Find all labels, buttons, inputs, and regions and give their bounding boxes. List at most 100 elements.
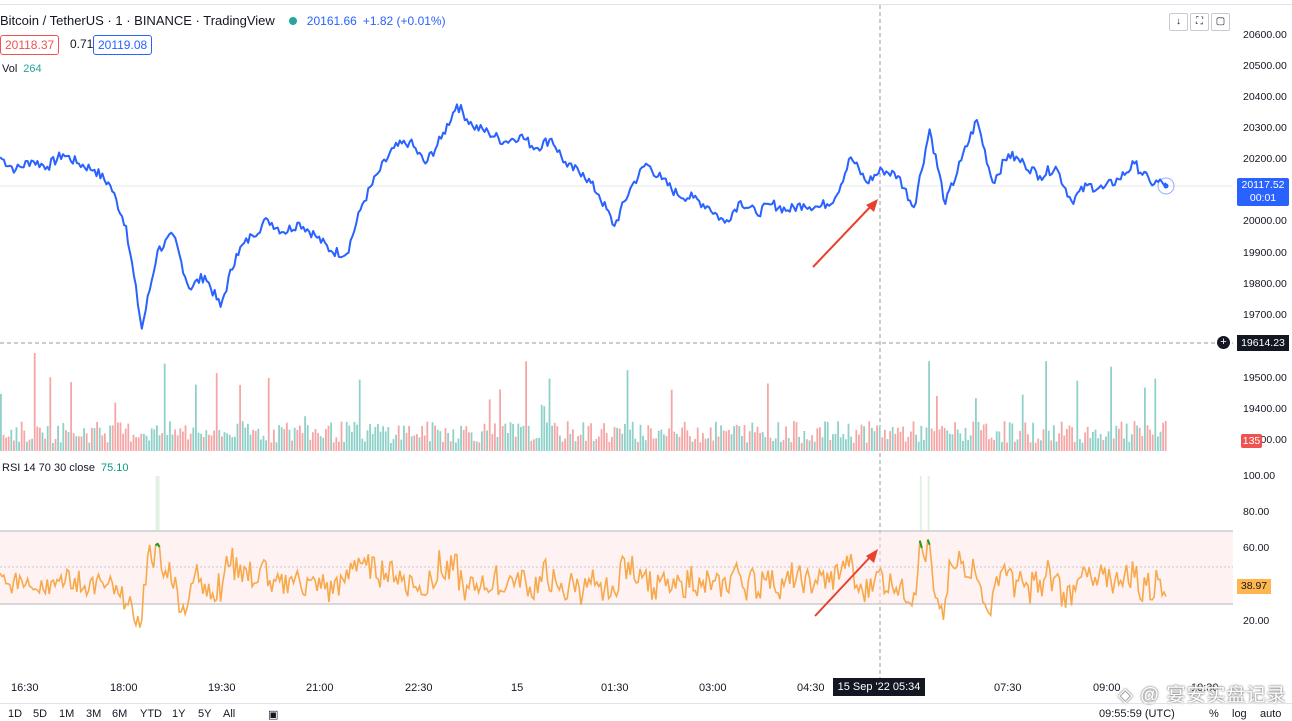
volume-bar	[543, 406, 546, 451]
volume-bar	[426, 421, 429, 451]
market-open-icon	[288, 16, 297, 25]
volume-bar	[1092, 431, 1094, 451]
volume-bar	[338, 441, 340, 451]
auto-toggle[interactable]: auto	[1260, 708, 1282, 720]
range-ytd-button[interactable]: YTD	[140, 708, 162, 720]
volume-bar	[387, 427, 390, 451]
volume-bar	[1045, 361, 1047, 451]
volume-bar	[262, 435, 265, 451]
volume-bar	[106, 442, 109, 451]
volume-bar	[738, 426, 741, 451]
download-icon[interactable]: ↓	[1169, 13, 1188, 31]
volume-bar	[982, 424, 985, 451]
volume-bar	[1053, 425, 1055, 451]
volume-bar	[1063, 435, 1066, 451]
add-alert-icon[interactable]: +	[1217, 336, 1230, 349]
volume-bar	[431, 422, 434, 451]
volume-bar	[798, 436, 800, 451]
volume-bar	[1027, 434, 1029, 451]
volume-bar	[579, 434, 582, 451]
range-6m-button[interactable]: 6M	[112, 708, 128, 720]
volume-bar	[561, 441, 564, 451]
volume-bar	[941, 426, 943, 451]
volume-bar	[803, 431, 806, 451]
volume-bar	[553, 422, 556, 451]
range-3m-button[interactable]: 3M	[86, 708, 102, 720]
volume-bar	[741, 435, 743, 451]
buy-price-button[interactable]: 20119.08	[93, 35, 153, 55]
volume-bar	[678, 436, 681, 451]
volume-bar	[790, 442, 793, 451]
volume-bar	[91, 427, 93, 451]
price-tick: 19500.00	[1243, 372, 1287, 384]
volume-bar	[704, 438, 707, 451]
volume-bar	[31, 438, 33, 451]
window-icon[interactable]: ▢	[1211, 13, 1230, 31]
utc-clock[interactable]: 09:55:59 (UTC)	[1099, 708, 1175, 720]
volume-bar	[213, 430, 215, 451]
volume-bar	[122, 433, 124, 451]
volume-bar	[748, 431, 751, 451]
volume-bar	[829, 440, 832, 451]
volume-bar	[1050, 440, 1053, 451]
volume-bar	[655, 438, 657, 451]
percent-toggle[interactable]: %	[1209, 708, 1219, 720]
volume-bar	[496, 437, 499, 451]
volume-tag: 135	[1241, 434, 1262, 448]
volume-bar	[878, 427, 881, 451]
volume-bar	[473, 440, 475, 451]
rsi-overbought-segment	[156, 543, 161, 548]
volume-bar	[696, 427, 699, 451]
volume-bar	[850, 436, 852, 451]
volume-bar	[860, 424, 863, 451]
volume-bar	[912, 421, 915, 451]
rsi-extreme-segments	[154, 539, 931, 549]
range-all-button[interactable]: All	[223, 708, 236, 720]
volume-bar	[538, 437, 540, 451]
volume-bar	[722, 430, 725, 451]
range-1m-button[interactable]: 1M	[59, 708, 75, 720]
volume-bar	[1133, 421, 1136, 451]
volume-legend: Vol 264	[2, 63, 42, 75]
price-line	[0, 103, 1167, 330]
volume-bar	[75, 436, 78, 451]
volume-bar	[673, 431, 676, 451]
range-5d-button[interactable]: 5D	[33, 708, 48, 720]
rsi-current-tag: 38.97	[1237, 579, 1271, 594]
volume-bar	[299, 425, 301, 451]
volume-bar	[197, 432, 200, 451]
log-toggle[interactable]: log	[1232, 708, 1247, 720]
volume-bar	[356, 424, 358, 451]
fullscreen-icon[interactable]: ⛶	[1190, 13, 1209, 31]
volume-bar	[949, 433, 951, 451]
volume-bar	[340, 421, 343, 451]
volume-bar	[327, 425, 330, 451]
volume-bar	[930, 428, 933, 451]
range-5y-button[interactable]: 5Y	[198, 708, 212, 720]
volume-bar	[405, 432, 408, 451]
volume-bar	[715, 421, 717, 451]
volume-bar	[59, 442, 62, 451]
range-1d-button[interactable]: 1D	[8, 708, 23, 720]
volume-bar	[369, 423, 371, 451]
volume-bar	[702, 433, 704, 451]
sell-price-button[interactable]: 20118.37	[0, 35, 60, 55]
volume-bar	[88, 442, 91, 451]
volume-bar	[234, 436, 236, 451]
volume-bar	[499, 389, 501, 451]
symbol-title[interactable]: Bitcoin / TetherUS · 1 · BINANCE · Tradi…	[0, 13, 275, 28]
volume-bar	[468, 432, 470, 451]
volume-bar	[556, 426, 559, 451]
volume-bar	[699, 442, 702, 451]
rsi-legend[interactable]: RSI 14 70 30 close 75.10	[2, 462, 128, 474]
volume-bar	[156, 425, 158, 451]
volume-bar	[1060, 421, 1063, 451]
volume-bar	[5, 437, 7, 451]
volume-bar	[101, 435, 104, 451]
range-1y-button[interactable]: 1Y	[172, 708, 186, 720]
volume-bar	[585, 440, 587, 451]
calendar-icon[interactable]: ▣	[268, 709, 279, 721]
volume-bar	[1024, 422, 1027, 451]
volume-bar	[452, 429, 455, 451]
